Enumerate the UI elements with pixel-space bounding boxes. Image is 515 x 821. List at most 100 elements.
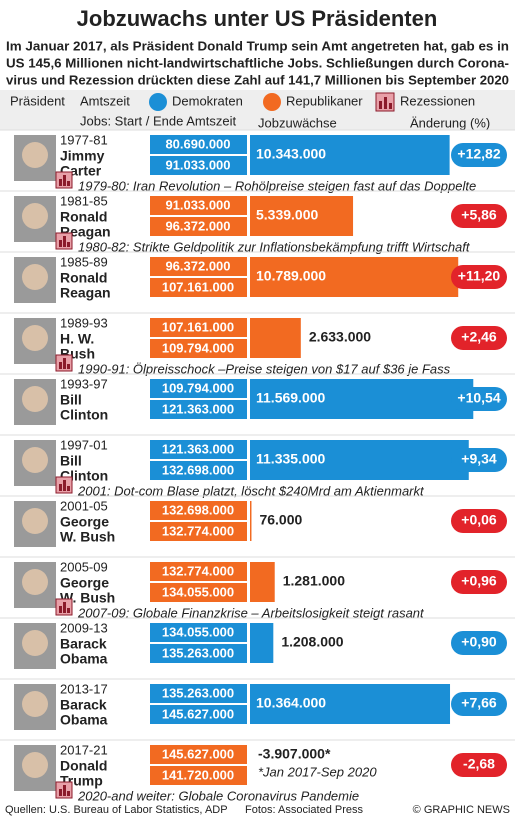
change-label: +0,90 (461, 634, 497, 650)
name: H. W. (60, 331, 94, 347)
gain-bar (250, 440, 469, 480)
recession-note: 2007-09: Globale Finanzkrise – Arbeitslo… (77, 605, 425, 620)
photo-face (22, 569, 48, 595)
gain-bar (250, 257, 459, 297)
term: 1985-89 (60, 254, 108, 269)
start-box (150, 623, 247, 642)
end-jobs: 96.372.000 (165, 218, 230, 233)
photo-face (22, 203, 48, 229)
change-badge (451, 143, 507, 167)
footer-credit: © GRAPHIC NEWS (413, 804, 510, 816)
name: Obama (60, 712, 108, 728)
recession-note: 1990-91: Ölpreisschock –Preise steigen v… (78, 361, 451, 376)
photo-face (22, 325, 48, 351)
start-jobs: 109.794.000 (162, 380, 234, 395)
column-header: Jobs: Start / Ende Amtszeit (80, 113, 236, 128)
term: 1989-93 (60, 315, 108, 330)
column-header: Jobzuwächse (258, 115, 337, 130)
name: Bill (60, 392, 82, 408)
recession-icon (55, 781, 73, 799)
icon-bar (63, 785, 66, 796)
start-box (150, 501, 247, 520)
end-jobs: 109.794.000 (162, 340, 234, 355)
term: 1993-97 (60, 376, 108, 391)
recession-note: 2020-and weiter: Globale Coronavirus Pan… (77, 788, 359, 803)
start-jobs: 107.161.000 (162, 319, 234, 334)
gain-bar (250, 379, 474, 419)
photo-face (22, 142, 48, 168)
legend-swatch (149, 93, 167, 111)
photo-face (22, 386, 48, 412)
gain-label: 10.343.000 (256, 146, 326, 162)
end-jobs: 132.774.000 (162, 523, 234, 538)
start-box (150, 379, 247, 398)
end-jobs: 141.720.000 (162, 767, 234, 782)
name: Reagan (60, 285, 111, 301)
subtitle: Im Januar 2017, als Präsident Donald Tru… (6, 38, 509, 53)
start-jobs: 121.363.000 (162, 441, 234, 456)
name: Obama (60, 651, 108, 667)
start-jobs: 135.263.000 (162, 685, 234, 700)
term: 2001-05 (60, 498, 108, 513)
name: George (60, 575, 109, 591)
legend-label: Rezessionen (400, 93, 475, 108)
icon-bar (63, 480, 66, 491)
end-jobs: 107.161.000 (162, 279, 234, 294)
icon-bar (67, 242, 70, 247)
gain-label: -3.907.000* (258, 746, 331, 762)
start-box (150, 196, 247, 215)
start-box (150, 440, 247, 459)
change-label: +0,96 (461, 573, 497, 589)
change-badge (451, 753, 507, 777)
gain-bar (250, 623, 274, 663)
change-badge (451, 326, 507, 350)
name: Barack (60, 697, 107, 713)
change-label: -2,68 (463, 756, 495, 772)
start-box (150, 135, 247, 154)
start-jobs: 91.033.000 (165, 197, 230, 212)
change-label: +9,34 (461, 451, 497, 467)
column-header: Änderung (%) (410, 115, 490, 130)
photo-face (22, 264, 48, 290)
start-box (150, 745, 247, 764)
end-jobs: 145.627.000 (162, 706, 234, 721)
end-box (150, 644, 247, 663)
recession-icon (55, 476, 73, 494)
icon-bar (67, 364, 70, 369)
recession-icon (55, 171, 73, 189)
change-badge (451, 692, 507, 716)
icon-bar (59, 240, 62, 247)
change-label: +7,66 (461, 695, 497, 711)
change-badge (451, 509, 507, 533)
legend-swatch (263, 93, 281, 111)
header-band (0, 90, 515, 130)
icon-bar (63, 175, 66, 186)
gain-label: 11.335.000 (256, 451, 326, 467)
change-badge (451, 265, 507, 289)
icon-bar (59, 789, 62, 796)
end-box (150, 400, 247, 419)
icon-bar (63, 358, 66, 369)
footer-photos: Fotos: Associated Press (245, 804, 363, 816)
gain-bar (250, 318, 301, 358)
term: 2017-21 (60, 742, 108, 757)
photo-face (22, 508, 48, 534)
gain-label: 1.281.000 (283, 573, 345, 589)
icon-bar (59, 484, 62, 491)
photo-face (22, 447, 48, 473)
recession-note: 1980-82: Strikte Geldpolitik zur Inflati… (78, 239, 471, 254)
gain-bar (250, 135, 450, 175)
end-box (150, 339, 247, 358)
end-box (150, 583, 247, 602)
term: 1977-81 (60, 132, 108, 147)
gain-label: 1.208.000 (281, 634, 343, 650)
start-jobs: 80.690.000 (165, 136, 230, 151)
icon-bar (59, 362, 62, 369)
icon-bar (67, 791, 70, 796)
gain-bar (250, 684, 451, 724)
icon-bar (67, 608, 70, 613)
title: Jobzuwachs unter US Präsidenten (77, 6, 438, 31)
end-box (150, 461, 247, 480)
name: Bill (60, 453, 82, 469)
start-box (150, 684, 247, 703)
